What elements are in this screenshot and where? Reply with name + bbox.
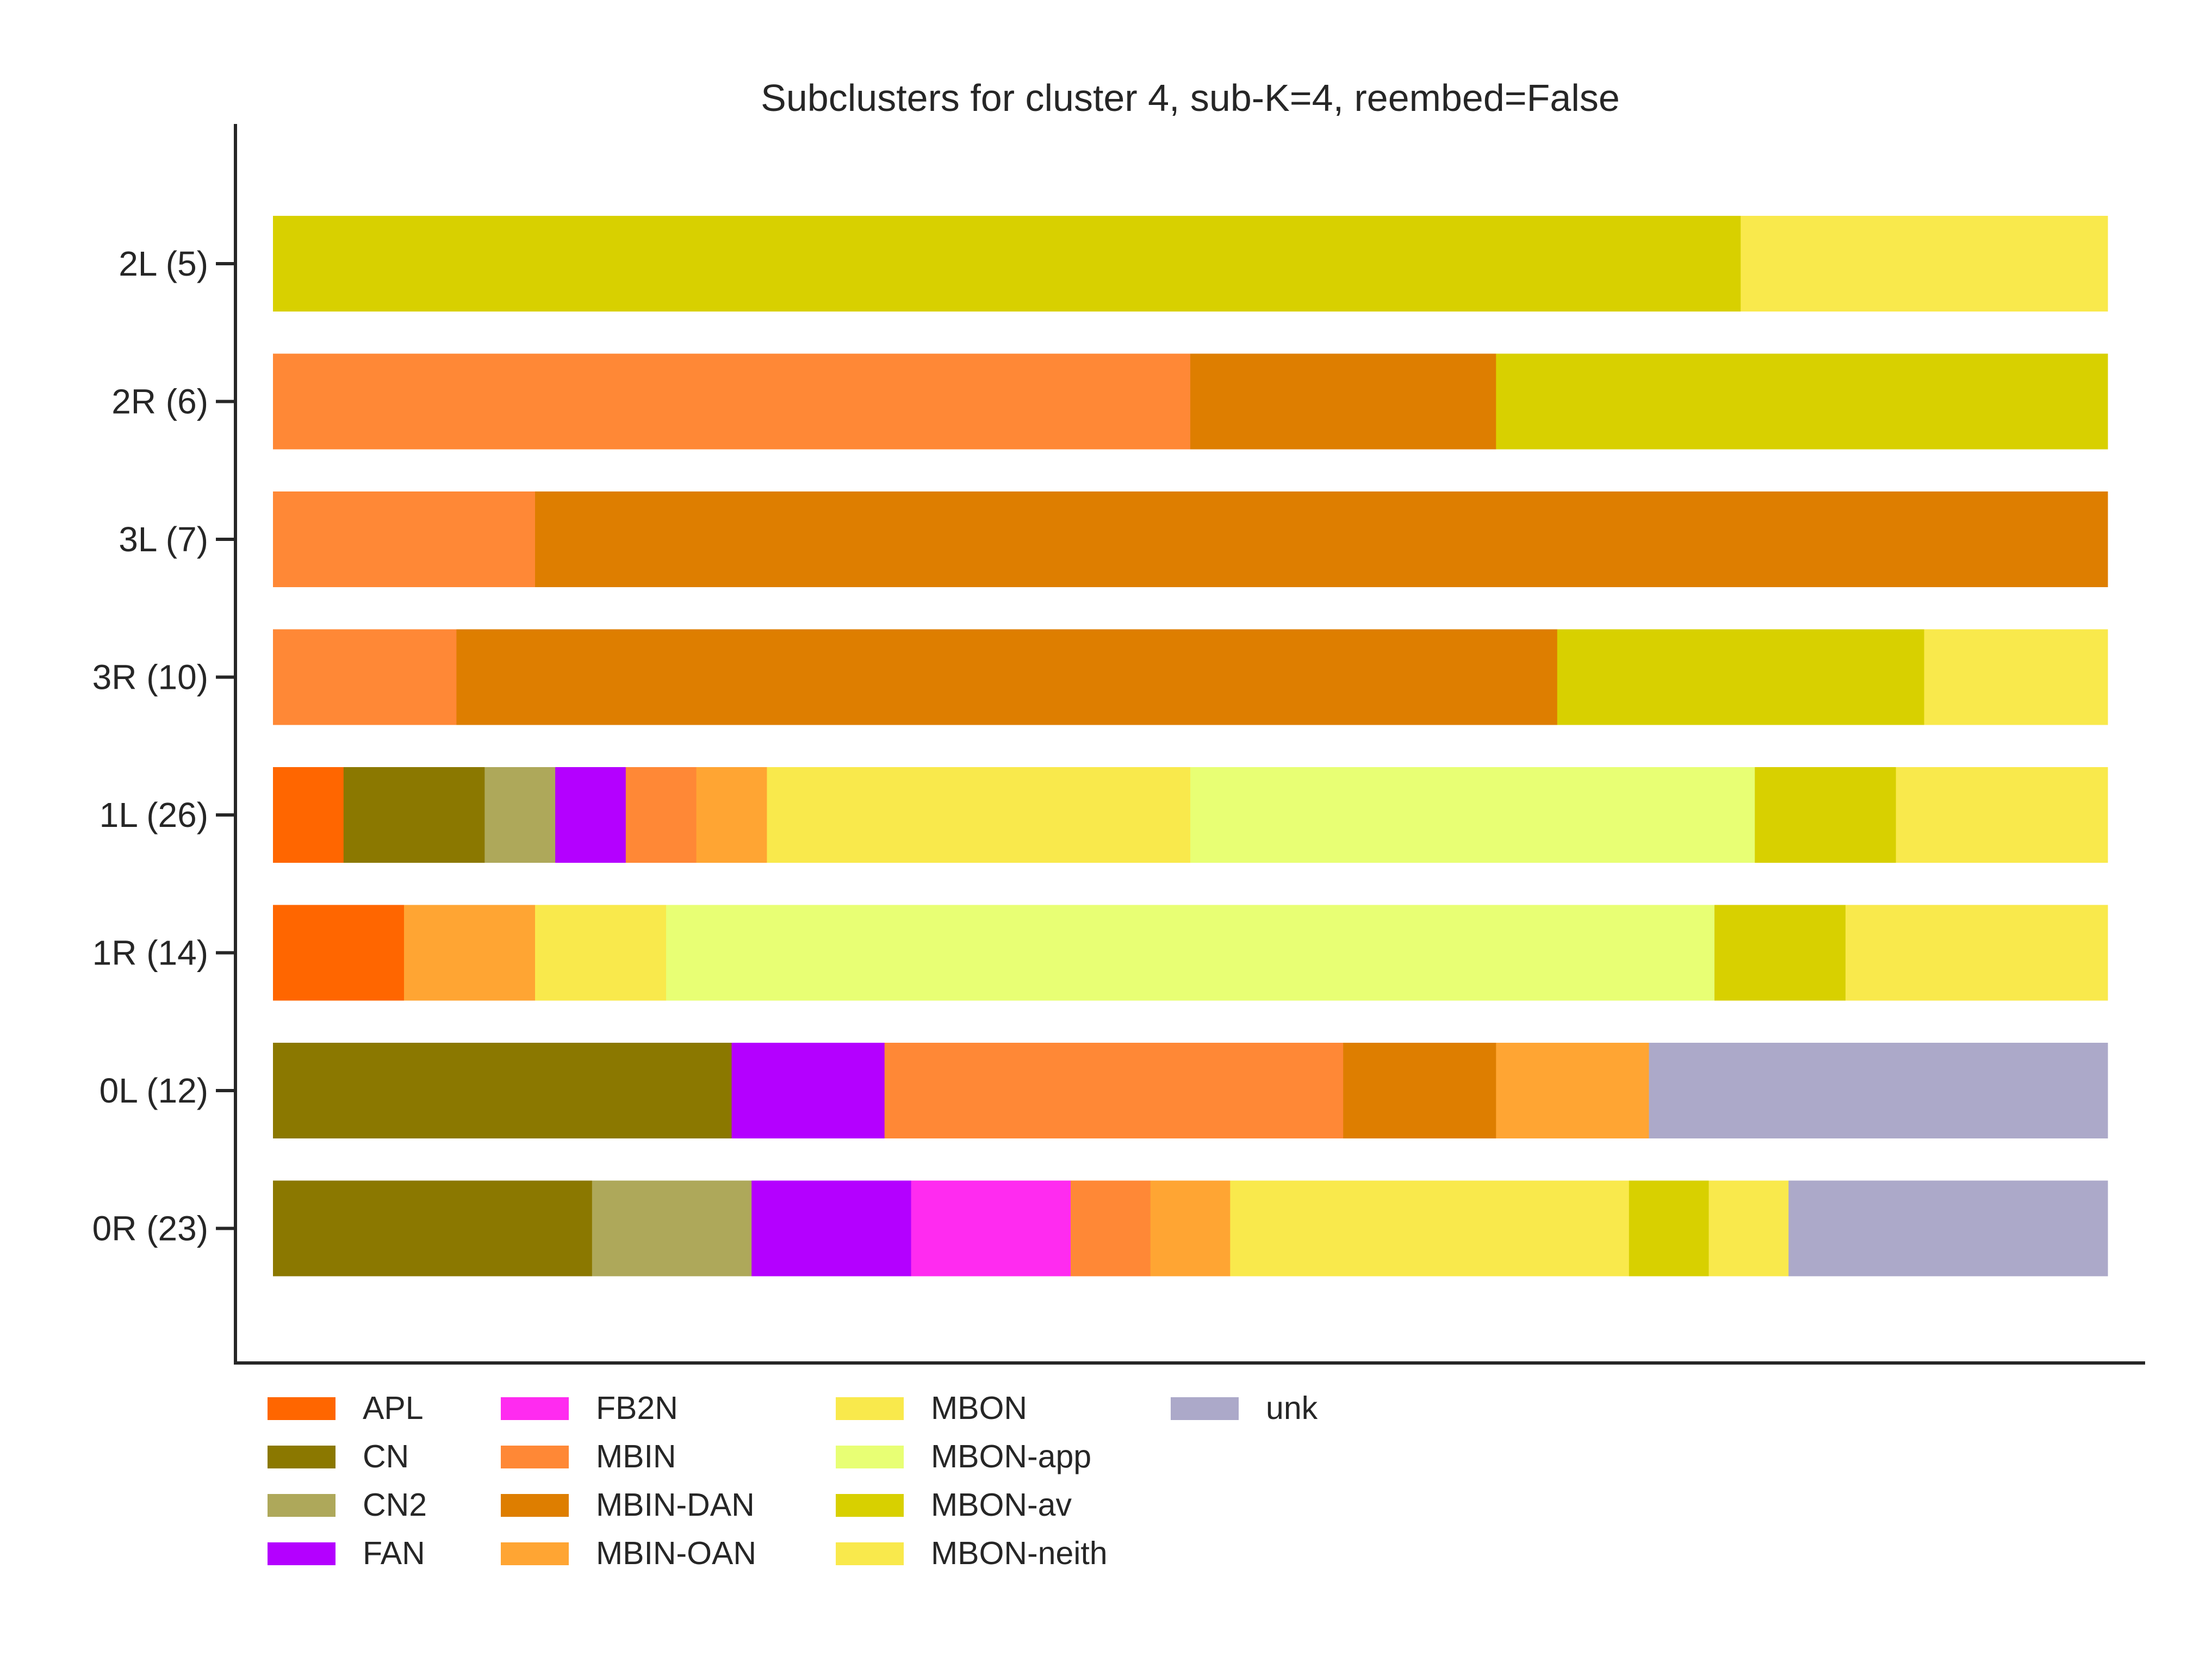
legend-label-mbon-app: MBON-app xyxy=(931,1439,1091,1474)
bar-segment-0r-23-cn2 xyxy=(592,1180,752,1277)
legend: APL CN CN2 FAN FB2N MBIN MBIN-DAN MBIN-OAN MBON M… xyxy=(268,1390,1318,1571)
legend-swatch-mbon-av xyxy=(836,1494,904,1517)
y-tick-label: 1R (14) xyxy=(92,933,208,973)
legend-swatch-cn xyxy=(268,1446,335,1468)
legend-label-mbon: MBON xyxy=(931,1390,1027,1426)
bar-segment-2r-6-mbin xyxy=(273,353,1191,450)
bar-segment-0r-23-mbon xyxy=(1230,1180,1630,1277)
bar-segment-0l-12-mbin xyxy=(884,1043,1344,1138)
legend-swatch-mbin-oan xyxy=(501,1542,569,1565)
legend-label-mbin-oan: MBIN-OAN xyxy=(596,1535,756,1571)
legend-label-mbin: MBIN xyxy=(596,1439,676,1474)
bar-segment-3r-10-mbin-dan xyxy=(456,629,1558,725)
bar-segment-0l-12-cn xyxy=(273,1043,732,1138)
legend-swatch-fan xyxy=(268,1542,335,1565)
legend-label-cn2: CN2 xyxy=(363,1487,427,1523)
bar-segment-0l-12-unk xyxy=(1649,1043,2108,1138)
bar-segment-1l-26-fan xyxy=(555,767,626,863)
bar-segment-1r-14-mbon-av xyxy=(1714,905,1846,1001)
legend-swatch-apl xyxy=(268,1397,335,1420)
legend-swatch-mbon-app xyxy=(836,1446,904,1468)
legend-swatch-mbin xyxy=(501,1446,569,1468)
bar-segment-0r-23-unk xyxy=(1788,1180,2108,1277)
legend-swatch-fb2n xyxy=(501,1397,569,1420)
bar-segment-0r-23-mbon-neith xyxy=(1708,1180,1789,1277)
bar-segment-1r-14-mbon xyxy=(535,905,667,1001)
bar-segment-1l-26-mbin xyxy=(625,767,697,863)
y-tick-label: 2R (6) xyxy=(111,382,208,421)
y-tick-label: 0L (12) xyxy=(100,1071,208,1110)
bar-segment-1l-26-mbon-app xyxy=(1190,767,1755,863)
bar-segment-1l-26-mbon xyxy=(767,767,1191,863)
bar-segment-1r-14-mbin-oan xyxy=(404,905,536,1001)
y-tick-label: 3R (10) xyxy=(92,658,208,697)
y-tick-label: 1L (26) xyxy=(100,795,208,835)
y-tick-label: 0R (23) xyxy=(92,1209,208,1248)
legend-swatch-unk xyxy=(1171,1397,1239,1420)
legend-swatch-mbin-dan xyxy=(501,1494,569,1517)
bar-segment-0r-23-mbin xyxy=(1071,1180,1151,1277)
legend-label-mbon-neith: MBON-neith xyxy=(931,1535,1108,1571)
bar-segment-1r-14-mbon-neith xyxy=(1846,905,2108,1001)
bar-segment-1l-26-cn2 xyxy=(484,767,556,863)
bars-group xyxy=(273,216,2108,1277)
bar-segment-1l-26-mbon-av xyxy=(1755,767,1897,863)
bar-segment-1l-26-apl xyxy=(273,767,344,863)
y-tick-label: 3L (7) xyxy=(119,520,208,559)
bar-segment-0l-12-fan xyxy=(731,1043,885,1138)
bar-segment-0l-12-mbin-oan xyxy=(1496,1043,1650,1138)
bar-segment-3l-7-mbin-dan xyxy=(535,491,2108,587)
y-tick-label: 2L (5) xyxy=(119,244,208,283)
legend-swatch-cn2 xyxy=(268,1494,335,1517)
bar-segment-0r-23-fb2n xyxy=(911,1180,1071,1277)
bar-segment-1r-14-apl xyxy=(273,905,405,1001)
legend-label-fan: FAN xyxy=(363,1535,425,1571)
bar-segment-1l-26-mbon-neith xyxy=(1896,767,2108,863)
bar-segment-3r-10-mbon-av xyxy=(1557,629,1925,725)
legend-label-unk: unk xyxy=(1266,1390,1318,1426)
chart-title: Subclusters for cluster 4, sub-K=4, reem… xyxy=(761,77,1620,119)
legend-label-fb2n: FB2N xyxy=(596,1390,678,1426)
bar-segment-2r-6-mbon-av xyxy=(1496,353,2108,450)
legend-swatch-mbon-neith xyxy=(836,1542,904,1565)
bar-segment-0r-23-cn xyxy=(273,1180,593,1277)
bar-segment-0r-23-mbon-av xyxy=(1629,1180,1710,1277)
legend-label-mbin-dan: MBIN-DAN xyxy=(596,1487,755,1523)
legend-label-mbon-av: MBON-av xyxy=(931,1487,1072,1523)
bar-segment-3l-7-mbin xyxy=(273,491,536,587)
bar-segment-0r-23-mbin-oan xyxy=(1150,1180,1231,1277)
bar-segment-1r-14-mbon-app xyxy=(666,905,1715,1001)
bar-segment-3r-10-mbon-neith xyxy=(1924,629,2108,725)
legend-label-apl: APL xyxy=(363,1390,424,1426)
y-axis-ticks: 2L (5) 2R (6) 3L (7) 3R (10) 1L (26) 1R (14) 0… xyxy=(92,244,235,1248)
bar-segment-1l-26-cn xyxy=(343,767,485,863)
bar-segment-2r-6-mbin-dan xyxy=(1190,353,1496,450)
legend-label-cn: CN xyxy=(363,1439,409,1474)
bar-segment-2l-5-mbon-av xyxy=(273,216,1741,312)
bar-segment-1l-26-mbin-oan xyxy=(696,767,767,863)
bar-segment-3r-10-mbin xyxy=(273,629,457,725)
legend-swatch-mbon xyxy=(836,1397,904,1420)
bar-segment-2l-5-mbon-neith xyxy=(1741,216,2108,312)
bar-segment-0r-23-fan xyxy=(751,1180,912,1277)
bar-segment-0l-12-mbin-dan xyxy=(1343,1043,1496,1138)
